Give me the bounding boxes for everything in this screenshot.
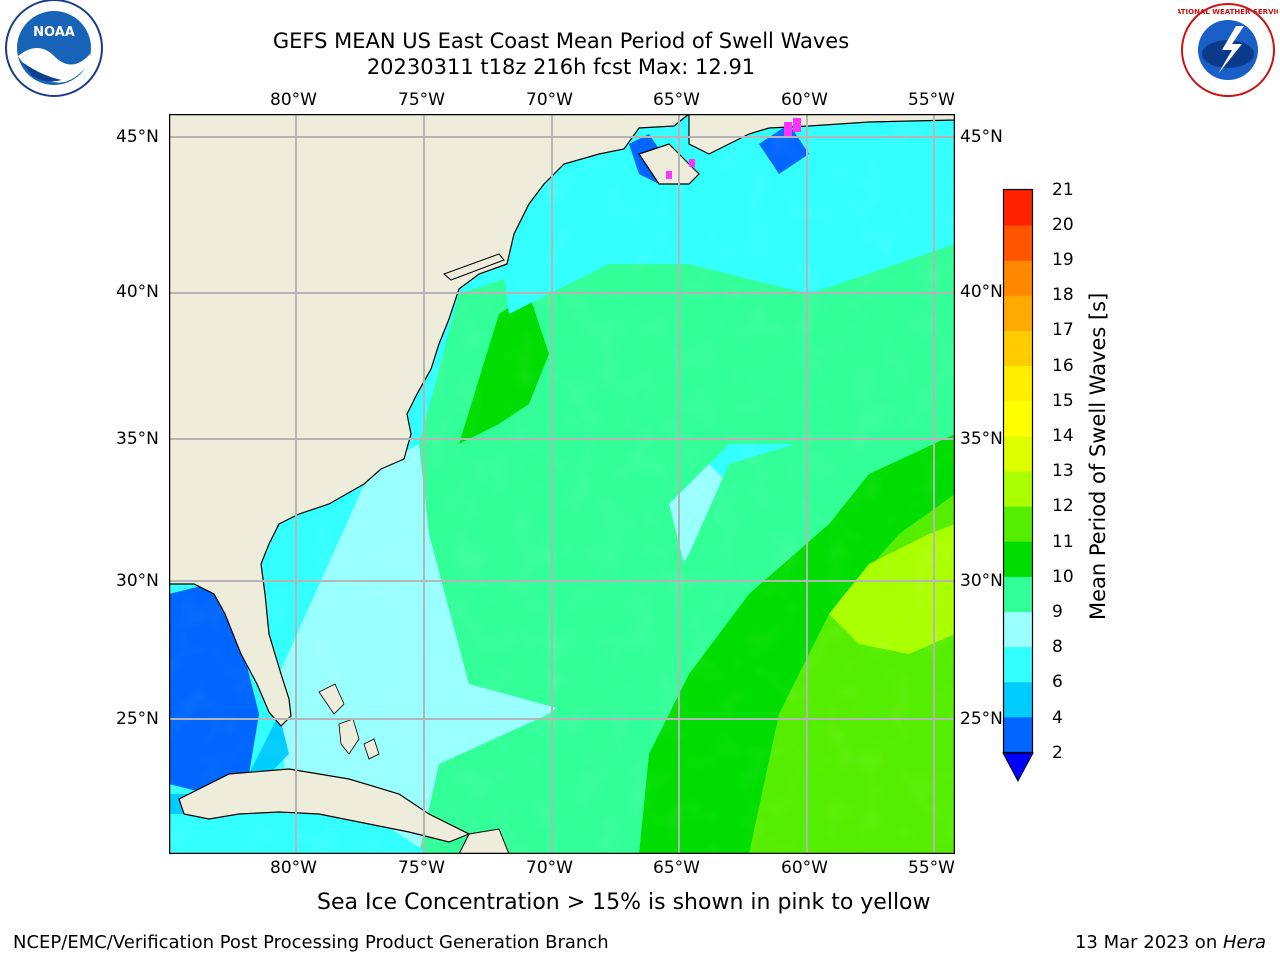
lon-label-top-60w: 60°W [781, 90, 828, 110]
sea-ice-note: Sea Ice Concentration > 15% is shown in … [317, 890, 931, 915]
colorbar-segments [1004, 190, 1032, 753]
sea-ice-2 [689, 159, 695, 167]
lon-label-top-75w: 75°W [398, 90, 445, 110]
colorbar-segment [1004, 576, 1032, 612]
footer-date-text: 13 Mar 2023 on [1074, 932, 1223, 953]
lat-label-right-35n: 35°N [960, 429, 1003, 449]
noaa-logo: NOAA [5, 0, 103, 97]
colorbar-segment [1004, 225, 1032, 261]
colorbar-tick-16: 16 [1052, 356, 1074, 376]
colorbar-tick-19: 19 [1052, 250, 1074, 270]
lat-label-left-35n: 35°N [116, 429, 159, 449]
sea-ice-3 [784, 122, 792, 136]
lon-label-top-70w: 70°W [526, 90, 573, 110]
colorbar [1002, 188, 1034, 783]
land-bahamas-3 [363, 738, 380, 760]
colorbar-tick-8: 8 [1052, 637, 1063, 657]
map-frame [169, 114, 955, 854]
colorbar-segment [1004, 611, 1032, 648]
lon-label-bottom-75w: 75°W [398, 858, 445, 878]
colorbar-segment [1004, 400, 1032, 437]
colorbar-tick-10: 10 [1052, 567, 1074, 587]
lon-label-bottom-60w: 60°W [781, 858, 828, 878]
lat-label-left-40n: 40°N [116, 282, 159, 302]
lon-label-bottom-80w: 80°W [270, 858, 317, 878]
colorbar-segment [1004, 716, 1032, 753]
colorbar-tick-2: 2 [1052, 743, 1063, 763]
colorbar-segment [1004, 471, 1032, 507]
land-cuba [178, 768, 471, 843]
colorbar-tick-9: 9 [1052, 602, 1063, 622]
land-nova-scotia [638, 143, 700, 185]
colorbar-segment [1004, 541, 1032, 577]
land-hispaniola [458, 828, 510, 854]
colorbar-label: Mean Period of Swell Waves [s] [1086, 292, 1110, 620]
sea-ice-1 [666, 171, 672, 179]
colorbar-tick-21: 21 [1052, 180, 1074, 200]
footer-credit: NCEP/EMC/Verification Post Processing Pr… [13, 932, 609, 953]
svg-text:NATIONAL WEATHER SERVICE: NATIONAL WEATHER SERVICE [1178, 8, 1278, 16]
footer-date: 13 Mar 2023 on Hera [1075, 932, 1266, 954]
lat-label-left-30n: 30°N [116, 571, 159, 591]
lat-label-left-45n: 45°N [116, 127, 159, 147]
colorbar-tick-4: 4 [1052, 708, 1063, 728]
noaa-logo-text: NOAA [33, 25, 75, 40]
lon-label-top-55w: 55°W [908, 90, 955, 110]
colorbar-tick-18: 18 [1052, 285, 1074, 305]
lat-label-right-45n: 45°N [960, 127, 1003, 147]
footer-host: Hera [1222, 932, 1266, 953]
land-long-island [443, 253, 505, 281]
graticule [169, 114, 955, 854]
colorbar-segment [1004, 190, 1032, 226]
colorbar-tick-12: 12 [1052, 496, 1074, 516]
colorbar-tick-11: 11 [1052, 532, 1074, 552]
lat-label-right-25n: 25°N [960, 709, 1003, 729]
lon-label-top-80w: 80°W [270, 90, 317, 110]
colorbar-segment [1004, 646, 1032, 683]
colorbar-segment [1004, 506, 1032, 542]
lat-label-right-30n: 30°N [960, 571, 1003, 591]
colorbar-tick-14: 14 [1052, 426, 1074, 446]
map-title: GEFS MEAN US East Coast Mean Period of S… [272, 29, 850, 53]
lon-label-top-65w: 65°W [653, 90, 700, 110]
colorbar-tick-13: 13 [1052, 461, 1074, 481]
colorbar-segment [1004, 435, 1032, 472]
colorbar-tick-20: 20 [1052, 215, 1074, 235]
lon-label-bottom-55w: 55°W [908, 858, 955, 878]
land-us-east-coast [169, 114, 690, 727]
nws-logo: NATIONAL WEATHER SERVICE [1178, 3, 1278, 97]
colorbar-segment [1004, 681, 1032, 718]
swell-period-map [169, 114, 955, 854]
colorbar-tick-15: 15 [1052, 391, 1074, 411]
colorbar-segment [1004, 365, 1032, 402]
lat-label-left-25n: 25°N [116, 709, 159, 729]
sea-ice-4 [793, 118, 801, 132]
colorbar-segment [1004, 260, 1032, 296]
lat-label-right-40n: 40°N [960, 282, 1003, 302]
colorbar-tick-6: 6 [1052, 672, 1063, 692]
colorbar-tick-17: 17 [1052, 320, 1074, 340]
colorbar-segment [1004, 330, 1032, 367]
land-maritimes [688, 114, 955, 155]
lon-label-bottom-65w: 65°W [653, 858, 700, 878]
lon-label-bottom-70w: 70°W [526, 858, 573, 878]
colorbar-segment [1004, 295, 1032, 331]
land-bahamas-1 [318, 683, 345, 715]
map-subtitle: 20230311 t18z 216h fcst Max: 12.91 [366, 55, 756, 79]
colorbar-under-arrow [1002, 752, 1034, 783]
colorbar-frame [1002, 188, 1034, 754]
